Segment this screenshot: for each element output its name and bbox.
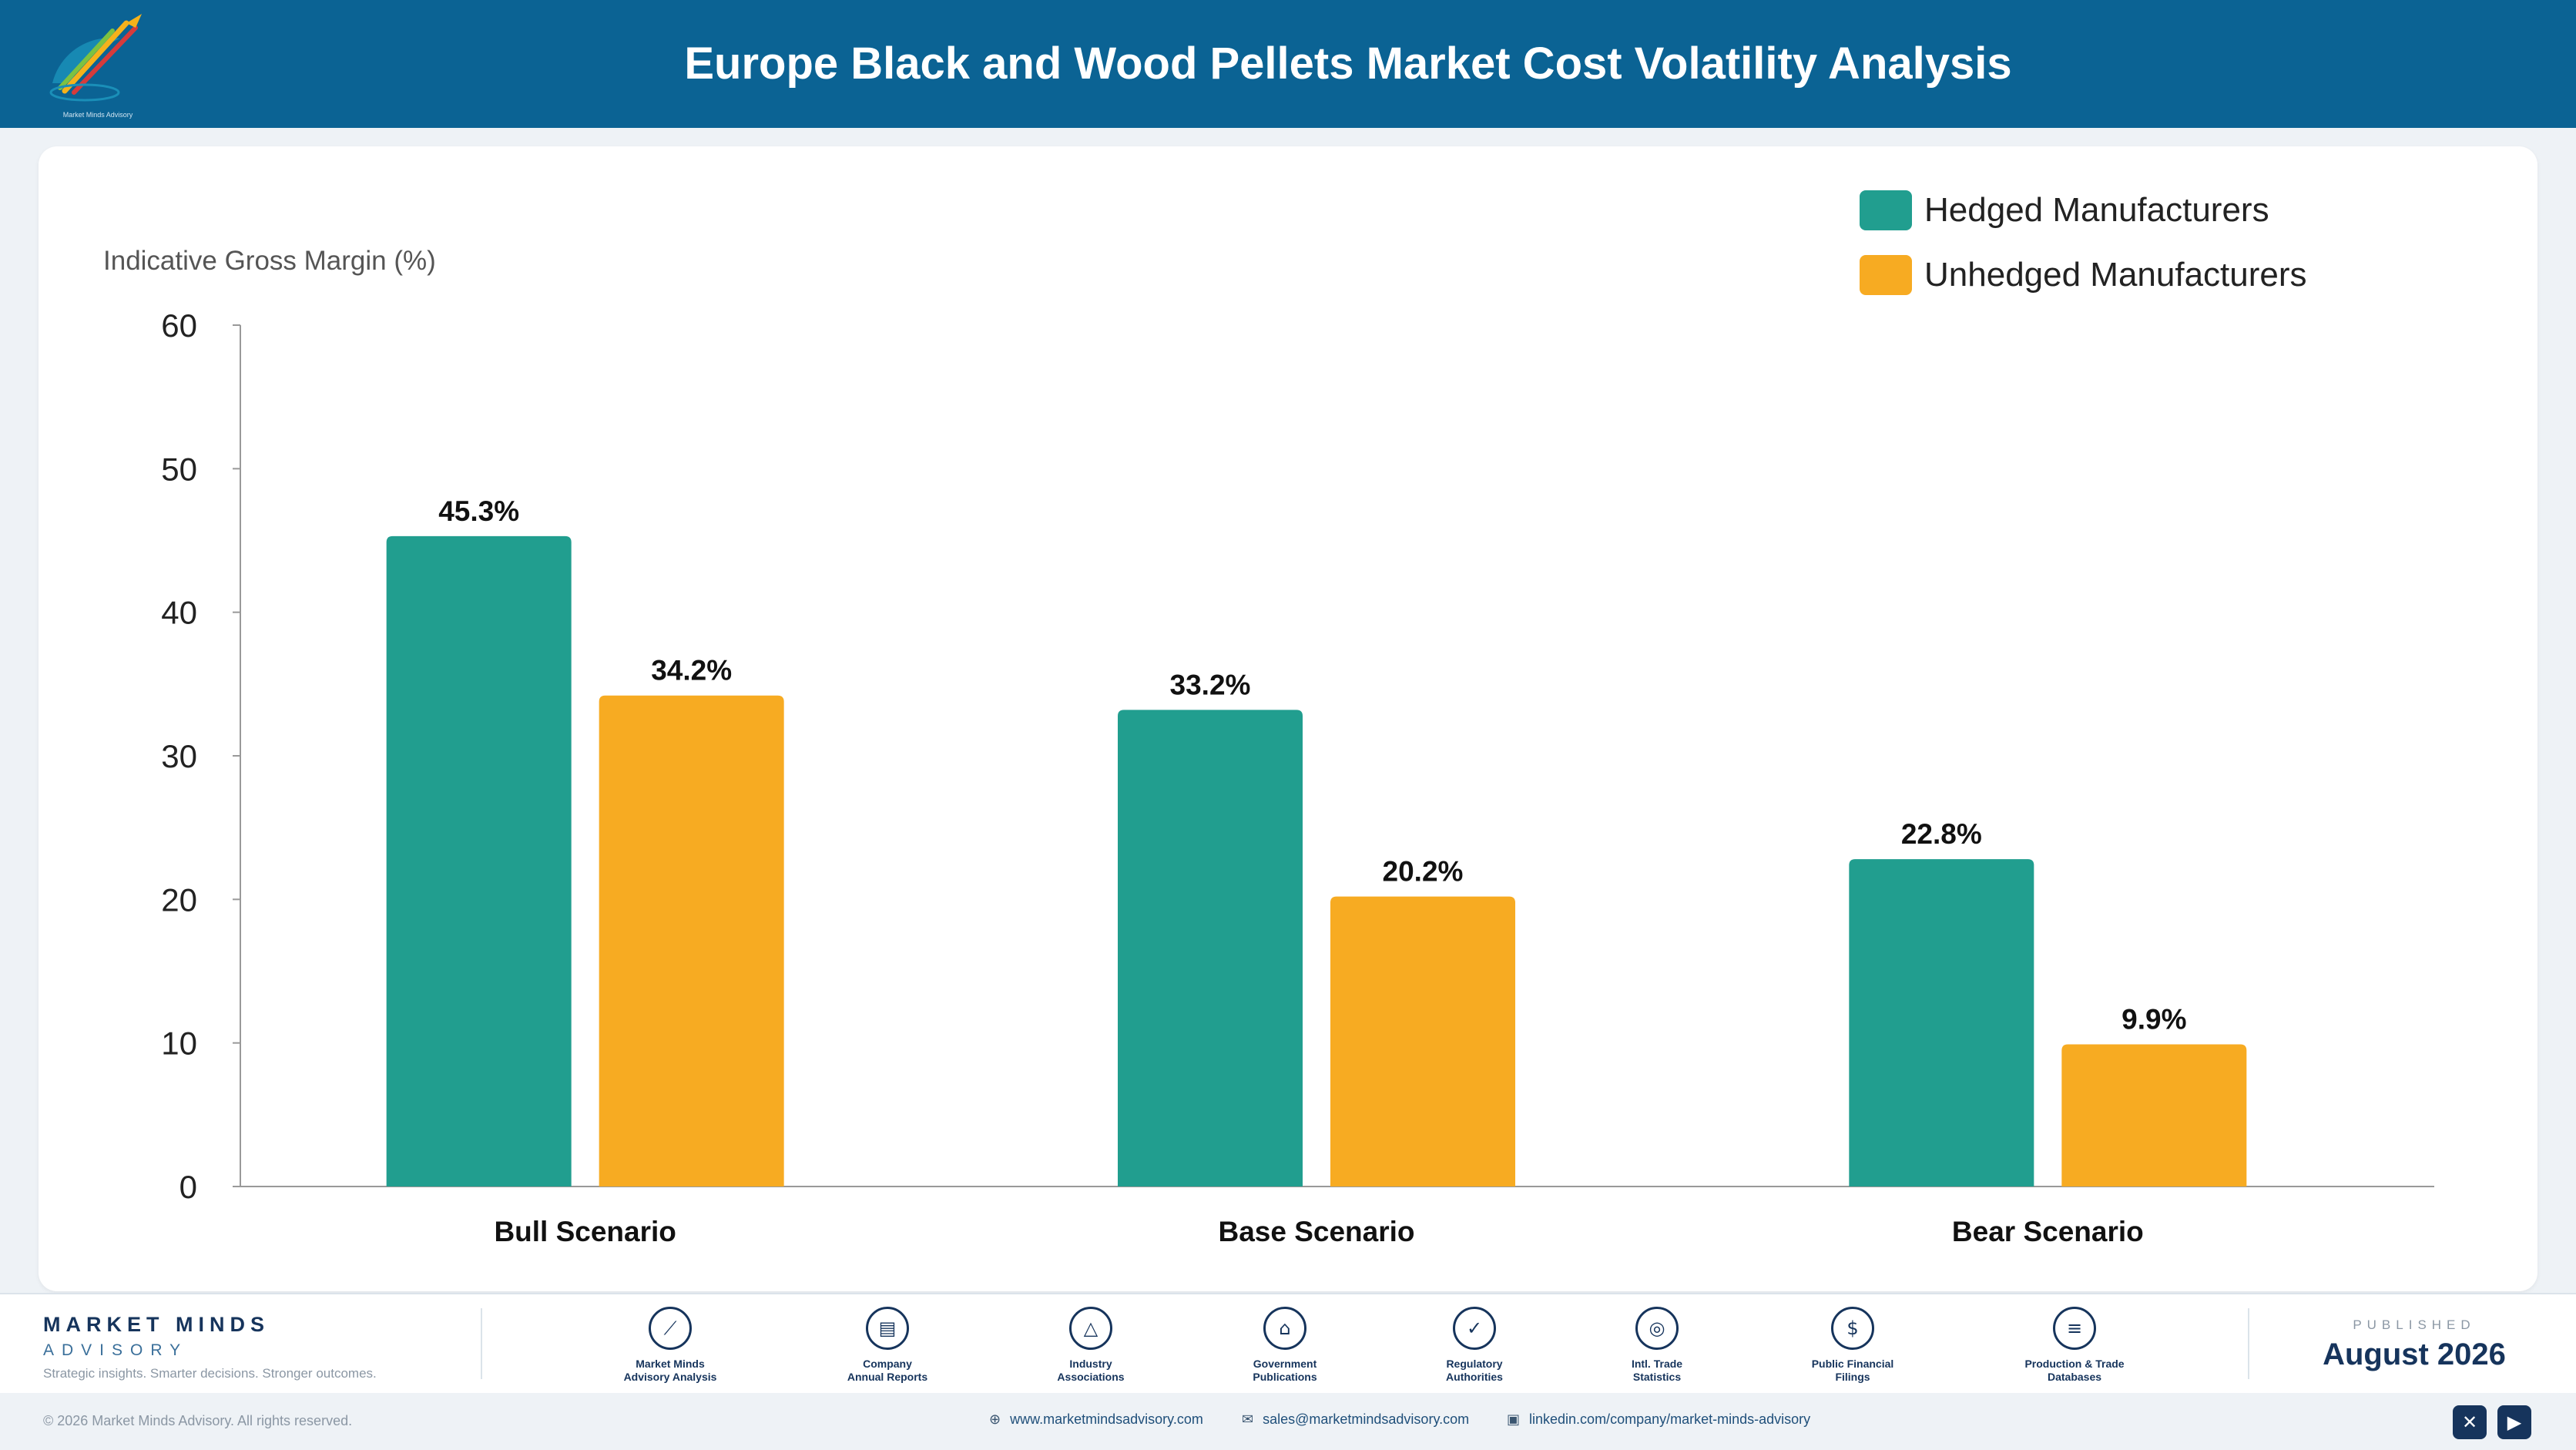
source-financial-filings: $ Public Financial Filings xyxy=(1760,1307,1945,1384)
bar xyxy=(1118,710,1303,1187)
source-label: Production & Trade Databases xyxy=(2024,1358,2125,1383)
globe-icon: ◎ xyxy=(1635,1307,1679,1350)
category-label: Bull Scenario xyxy=(494,1216,676,1247)
source-trade-statistics: ◎ Intl. Trade Statistics xyxy=(1565,1307,1749,1384)
category-label: Bear Scenario xyxy=(1952,1216,2144,1247)
bar-chart: Indicative Gross Margin (%) 0 10 20 30 40 50 60… xyxy=(103,190,2434,1247)
source-label: Industry Associations xyxy=(1057,1358,1125,1383)
website-link[interactable]: ⊕ www.marketmindsadvisory.com xyxy=(989,1411,1203,1428)
data-label: 22.8% xyxy=(1901,818,1982,850)
published-label: PUBLISHED xyxy=(2353,1317,2476,1332)
data-label: 45.3% xyxy=(438,495,519,527)
dollar-coin-icon: $ xyxy=(1831,1307,1874,1350)
bar xyxy=(386,535,572,1187)
y-tick-label: 60 xyxy=(161,307,197,344)
header-bar: Market Minds Advisory Europe Black and W… xyxy=(0,0,2576,128)
bars: 45.3% 34.2% Bull Scenario 33.2% 20.2% Base Sc… xyxy=(386,495,2247,1247)
globe-icon: ⊕ xyxy=(989,1411,1001,1428)
linkedin-text: linkedin.com/company/market-minds-adviso… xyxy=(1529,1411,1811,1427)
source-industry-associations: △ Industry Associations xyxy=(998,1307,1183,1384)
page-title: Europe Black and Wood Pellets Market Cos… xyxy=(684,39,2012,89)
copyright: © 2026 Market Minds Advisory. All rights… xyxy=(43,1413,353,1428)
source-label: Government Publications xyxy=(1253,1358,1317,1383)
mail-icon: ✉ xyxy=(1242,1411,1254,1428)
linkedin-link[interactable]: ▣ linkedin.com/company/market-minds-advi… xyxy=(1507,1411,1810,1428)
pen-nib-logo-icon: Market Minds Advisory xyxy=(49,14,142,119)
y-tick-label: 50 xyxy=(161,451,197,487)
y-tick-label: 0 xyxy=(179,1169,197,1205)
brand-tagline: Strategic insights. Smarter decisions. S… xyxy=(43,1366,377,1381)
email-text: sales@marketmindsadvisory.com xyxy=(1263,1411,1470,1427)
legend-label: Unhedged Manufacturers xyxy=(1924,256,2307,294)
source-label: Company Annual Reports xyxy=(847,1358,928,1383)
legend-swatch xyxy=(1860,255,1912,295)
x-icon[interactable]: ✕ xyxy=(2453,1405,2487,1439)
source-government-publications: ⌂ Government Publications xyxy=(1192,1307,1377,1384)
data-label: 9.9% xyxy=(2122,1004,2186,1035)
website-text: www.marketmindsadvisory.com xyxy=(1010,1411,1203,1427)
linkedin-icon: ▣ xyxy=(1507,1411,1521,1428)
sources-row: ⟋ Market Minds Advisory Analysis ▤ Compa… xyxy=(0,1307,2576,1384)
bottom-bar: © 2026 Market Minds Advisory. All rights… xyxy=(0,1393,2576,1450)
y-tick-label: 30 xyxy=(161,738,197,774)
legend: Hedged Manufacturers Unhedged Manufacture… xyxy=(1860,190,2307,295)
source-annual-reports: ▤ Company Annual Reports xyxy=(795,1307,980,1384)
bar xyxy=(599,695,784,1187)
legend-label: Hedged Manufacturers xyxy=(1924,191,2269,229)
document-icon: ▤ xyxy=(866,1307,909,1350)
data-label: 20.2% xyxy=(1383,856,1464,888)
network-icon: △ xyxy=(1069,1307,1112,1350)
category-label: Base Scenario xyxy=(1218,1216,1414,1247)
email-link[interactable]: ✉ sales@marketmindsadvisory.com xyxy=(1242,1411,1469,1428)
source-label: Intl. Trade Statistics xyxy=(1631,1358,1683,1383)
y-tick-label: 10 xyxy=(161,1025,197,1062)
shield-check-icon: ✓ xyxy=(1453,1307,1496,1350)
footer-brand: MARKET MINDS ADVISORY Strategic insights… xyxy=(43,1313,377,1381)
published-block: PUBLISHED August 2026 xyxy=(2322,1317,2507,1372)
y-axis-label: Indicative Gross Margin (%) xyxy=(103,246,436,276)
bar xyxy=(1330,896,1515,1187)
source-label: Market Minds Advisory Analysis xyxy=(623,1358,717,1383)
source-trade-databases: ≡ Production & Trade Databases xyxy=(1982,1307,2167,1384)
source-label: Public Financial Filings xyxy=(1811,1358,1894,1383)
trend-line-icon: ⟋ xyxy=(649,1307,692,1350)
footer-divider xyxy=(481,1308,482,1379)
logo-text: Market Minds Advisory xyxy=(63,111,133,119)
data-label: 34.2% xyxy=(651,655,732,686)
source-regulatory-authorities: ✓ Regulatory Authorities xyxy=(1382,1307,1567,1384)
source-label: Regulatory Authorities xyxy=(1446,1358,1503,1383)
database-icon: ≡ xyxy=(2053,1307,2096,1350)
youtube-icon[interactable]: ▶ xyxy=(2497,1405,2531,1439)
data-label: 33.2% xyxy=(1170,669,1251,700)
y-tick-label: 40 xyxy=(161,595,197,631)
published-date: August 2026 xyxy=(2323,1338,2506,1371)
source-market-minds-analysis: ⟋ Market Minds Advisory Analysis xyxy=(578,1307,763,1384)
bar xyxy=(1849,859,2034,1187)
government-building-icon: ⌂ xyxy=(1263,1307,1306,1350)
y-tick-label: 20 xyxy=(161,881,197,918)
brand-sub: ADVISORY xyxy=(43,1341,189,1359)
footer-divider xyxy=(2248,1308,2249,1379)
bar xyxy=(2061,1044,2247,1187)
legend-swatch xyxy=(1860,190,1912,230)
brand-name: MARKET MINDS xyxy=(43,1313,270,1336)
